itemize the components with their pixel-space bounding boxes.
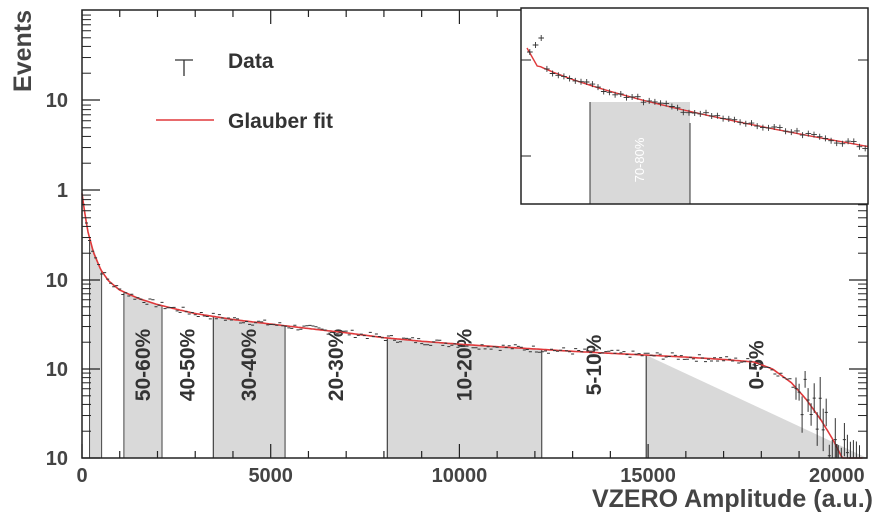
inset-background — [521, 8, 868, 204]
inset-ticks — [521, 59, 868, 157]
class-label-2: 10-20% — [453, 328, 476, 401]
x-tick-label: 10000 — [432, 465, 488, 487]
fit-curve — [81, 193, 863, 459]
centrality-labels: 0-5% 5-10% 10-20% 20-30% 30-40% 40-50% 50-60% — [132, 328, 769, 401]
legend-fit-label: Glauber fit — [228, 110, 333, 133]
x-tick-label: 5000 — [248, 465, 293, 487]
y-tick-label: 10 — [46, 359, 68, 381]
class-label-0: 0-5% — [746, 340, 769, 389]
class-label-4: 30-40% — [238, 328, 261, 401]
class-label-5: 40-50% — [177, 328, 200, 401]
band-4 — [213, 316, 286, 458]
y-tick-label: 1 — [57, 180, 68, 202]
inset-class-label: 70-80% — [632, 137, 647, 182]
inset-band — [590, 102, 690, 204]
y-axis: 10 1 10 10 10 — [46, 14, 867, 470]
x-tick-label: 0 — [76, 465, 87, 487]
legend: Data Glauber fit — [156, 50, 333, 133]
x-tick-label: 20000 — [809, 465, 865, 487]
class-label-3: 20-30% — [325, 328, 348, 401]
inset-data-histogram — [527, 35, 868, 152]
inset-frame — [520, 7, 869, 205]
x-axis-title: VZERO Amplitude (a.u.) — [592, 485, 873, 513]
band-6 — [123, 291, 163, 458]
y-tick-label: 10 — [46, 448, 68, 470]
fit-layer — [81, 193, 863, 459]
band-7 — [89, 237, 102, 458]
legend-data-label: Data — [228, 50, 274, 73]
y-tick-label: 10 — [46, 270, 68, 292]
x-tick-label: 15000 — [620, 465, 676, 487]
y-tick-label: 10 — [46, 90, 68, 112]
band-0 — [646, 355, 867, 458]
centrality-bands — [89, 237, 867, 458]
class-label-6: 50-60% — [132, 328, 155, 401]
inset-plot: 70-80% — [520, 7, 869, 205]
inset-data — [527, 35, 868, 152]
band-2 — [387, 337, 542, 458]
class-label-1: 5-10% — [583, 334, 606, 395]
plot-frame — [81, 9, 868, 459]
y-axis-title: Events — [9, 10, 37, 92]
